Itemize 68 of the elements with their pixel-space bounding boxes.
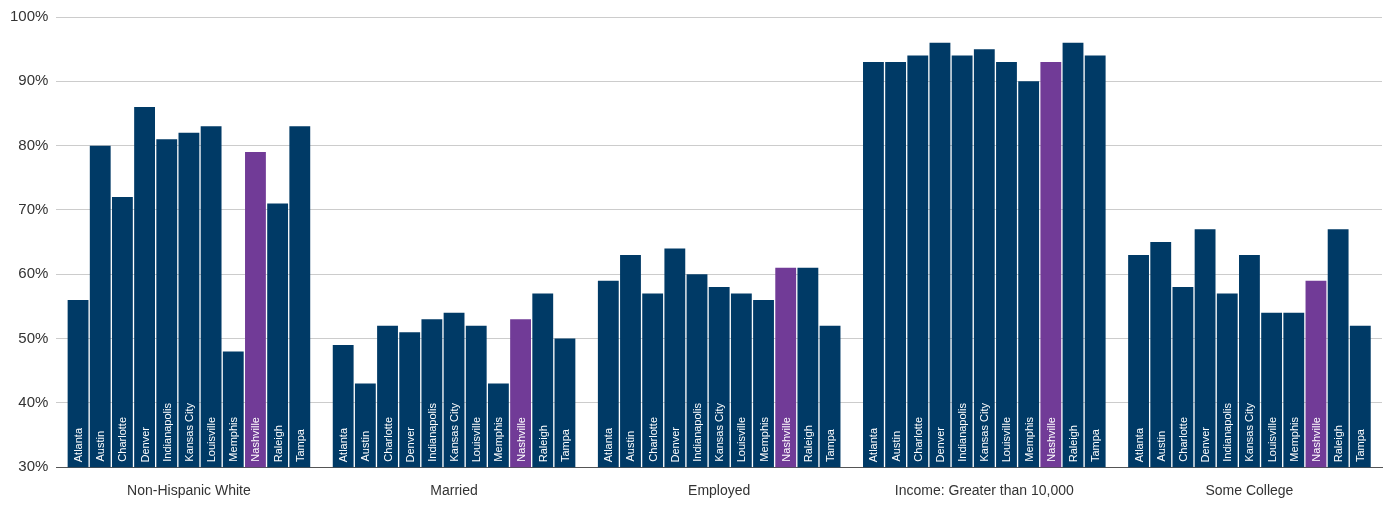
text: Nashville bbox=[1309, 417, 1322, 462]
text: Raleigh bbox=[1332, 425, 1345, 463]
text: Louisville bbox=[1265, 417, 1278, 463]
x-tick-label: Some College bbox=[1205, 482, 1294, 499]
text: Denver bbox=[138, 427, 151, 463]
text: Atlanta bbox=[867, 428, 880, 463]
text: Tampa bbox=[293, 429, 306, 463]
text: Indianapolis bbox=[956, 403, 969, 462]
y-tick-label: 50% bbox=[18, 328, 49, 346]
text: Memphis bbox=[227, 417, 240, 462]
y-tick-label: 60% bbox=[18, 264, 49, 282]
text: Louisville bbox=[735, 417, 748, 463]
text: Nashville bbox=[779, 417, 792, 462]
text: Atlanta bbox=[72, 428, 85, 463]
text: Tampa bbox=[824, 429, 837, 463]
series-label: Atlanta bbox=[602, 428, 615, 463]
series-label: Charlotte bbox=[911, 417, 924, 462]
text: Nashville bbox=[249, 417, 262, 462]
text: Denver bbox=[403, 427, 416, 463]
text: Kansas City bbox=[713, 403, 726, 462]
series-label: Kansas City bbox=[1243, 403, 1256, 462]
text: Memphis bbox=[757, 417, 770, 462]
text: Charlotte bbox=[646, 417, 659, 462]
x-tick-label: Married bbox=[430, 482, 478, 499]
x-tick-label: Income: Greater than 10,000 bbox=[894, 482, 1075, 499]
text: Memphis bbox=[1022, 417, 1035, 462]
series-label: Raleigh bbox=[271, 425, 284, 463]
series-label: Denver bbox=[1199, 427, 1212, 463]
text: Austin bbox=[94, 431, 107, 462]
y-tick-label: 40% bbox=[18, 393, 49, 411]
series-label: Tampa bbox=[1354, 429, 1367, 463]
text: Austin bbox=[889, 431, 902, 462]
text: Louisville bbox=[1000, 417, 1013, 463]
text: Charlotte bbox=[381, 417, 394, 462]
text: Tampa bbox=[558, 429, 571, 463]
series-label: Louisville bbox=[205, 417, 218, 463]
x-tick-label: Employed bbox=[688, 482, 751, 499]
text: Indianapolis bbox=[1221, 403, 1234, 462]
text: Denver bbox=[933, 427, 946, 463]
y-tick-label: 30% bbox=[18, 457, 49, 475]
text: Charlotte bbox=[116, 417, 129, 462]
series-label: Austin bbox=[359, 431, 372, 462]
x-tick-label: Non-Hispanic White bbox=[127, 482, 251, 499]
text: Austin bbox=[1154, 431, 1167, 462]
y-tick-label: 100% bbox=[9, 7, 49, 25]
text: Nashville bbox=[1044, 417, 1057, 462]
text: Tampa bbox=[1089, 429, 1102, 463]
text: Louisville bbox=[470, 417, 483, 463]
series-label: Indianapolis bbox=[691, 403, 703, 462]
y-tick-label: 70% bbox=[18, 200, 49, 218]
y-tick-label: 90% bbox=[18, 71, 49, 89]
text: Atlanta bbox=[337, 428, 350, 463]
text: Denver bbox=[668, 427, 681, 463]
text: Raleigh bbox=[536, 425, 549, 463]
text: Kansas City bbox=[182, 403, 195, 462]
text: Memphis bbox=[1287, 417, 1300, 462]
text: Charlotte bbox=[1176, 417, 1189, 462]
text: Kansas City bbox=[978, 403, 991, 462]
text: Raleigh bbox=[1067, 425, 1079, 463]
series-label: Memphis bbox=[492, 417, 505, 462]
text: Indianapolis bbox=[425, 403, 438, 462]
text: Indianapolis bbox=[160, 403, 173, 462]
series-label: Nashville bbox=[514, 417, 527, 462]
text: Austin bbox=[624, 431, 637, 462]
y-tick-label: 80% bbox=[18, 135, 49, 153]
text: Kansas City bbox=[448, 403, 461, 462]
text: Atlanta bbox=[1132, 428, 1145, 463]
text: Raleigh bbox=[801, 425, 814, 463]
